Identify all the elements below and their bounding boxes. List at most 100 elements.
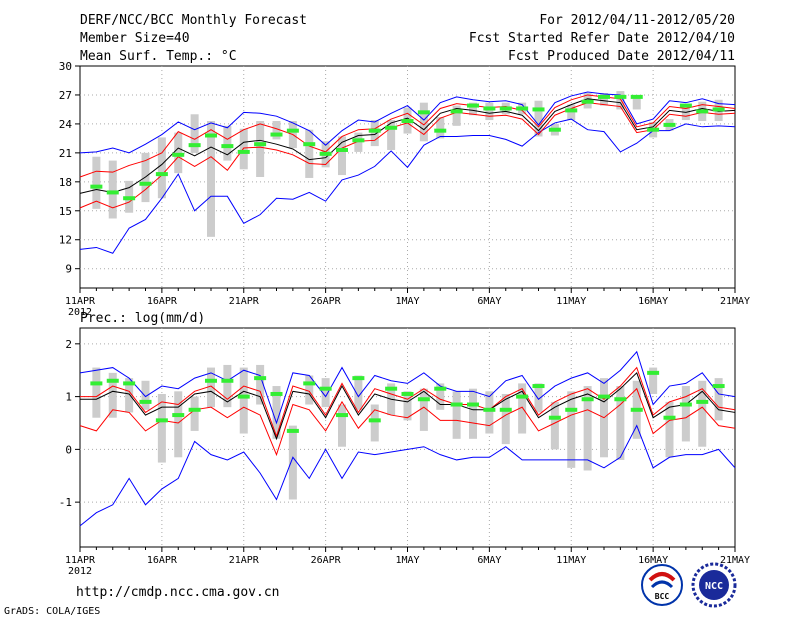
prec-median-marker (155, 418, 168, 423)
prec-ytick-label: -1 (59, 496, 72, 509)
prec-range-box (469, 388, 477, 439)
temp-median-marker (237, 149, 250, 154)
grads-credit: GrADS: COLA/IGES (4, 606, 100, 617)
temp-median-marker (205, 133, 217, 138)
temp-range-box (239, 128, 248, 170)
prec-median-marker (336, 413, 348, 418)
prec-median-marker (270, 391, 283, 396)
temp-median-marker (106, 190, 119, 195)
temp-median-marker (434, 128, 447, 133)
prec-median-marker (663, 415, 676, 420)
temp-median-marker (336, 147, 348, 152)
prec-median-marker (467, 402, 479, 407)
prec-median-marker (647, 370, 660, 375)
footer-url: http://cmdp.ncc.cma.gov.cn (76, 585, 280, 600)
prec-median-marker (499, 407, 512, 412)
prec-median-marker (565, 407, 578, 412)
prec-xtick-label: 16MAY (638, 555, 668, 566)
temp-upper-line (79, 94, 736, 178)
prec-median-marker (434, 386, 447, 391)
temp-median-marker (516, 106, 529, 111)
temp-ytick-label: 9 (65, 263, 72, 276)
temp-range-box (616, 91, 625, 110)
prec-range-box (649, 367, 658, 394)
prec-median-marker (679, 402, 692, 407)
prec-median-marker (188, 407, 201, 412)
temp-median-marker (417, 110, 430, 115)
prec-median-marker (368, 418, 381, 423)
temp-range-box (207, 121, 215, 237)
temp-xtick-label: 21MAY (720, 296, 750, 307)
prec-range-box (403, 391, 412, 421)
temp-median-marker (90, 184, 103, 189)
prec-range-box (272, 386, 281, 439)
prec-range-box (419, 388, 428, 431)
prec-range-box (305, 375, 314, 405)
temp-median-marker (401, 119, 414, 124)
temp-range-box (370, 120, 379, 147)
temp-ytick-label: 21 (59, 147, 72, 160)
prec-range-box (534, 383, 543, 413)
temp-median-marker (286, 128, 299, 133)
prec-median-marker (483, 407, 496, 412)
temp-median-marker (630, 94, 643, 99)
prec-ytick-label: 2 (65, 338, 72, 351)
prec-range-box (223, 364, 232, 408)
temp-median-marker (450, 109, 463, 114)
ncc-logo: NCC (691, 562, 737, 608)
temp-range-box (157, 137, 166, 199)
temp-median-marker (499, 106, 512, 111)
prec-xtick-label: 6MAY (477, 555, 501, 566)
prec-xtick-label: 11MAY (556, 555, 586, 566)
temp-median-marker (467, 103, 479, 108)
temp-xtick-label: 11APR (65, 296, 96, 307)
chart-title: DERF/NCC/BCC Monthly Forecast (80, 13, 307, 28)
temp-range-box (436, 117, 445, 139)
prec-range-box (92, 367, 101, 418)
prec-range-box (288, 425, 297, 500)
prec-range-box (501, 393, 510, 445)
prec-upper-line (80, 366, 736, 438)
prec-min-line (79, 424, 736, 527)
prec-range-box (207, 367, 215, 408)
temp-range-box (452, 105, 461, 126)
prec-range-box (550, 401, 559, 450)
prec-median-marker (139, 399, 152, 404)
temp-median-marker (123, 196, 136, 201)
prec-range-box (485, 391, 494, 434)
prec-range-box (583, 386, 592, 471)
prec-range-box (370, 404, 379, 442)
temp-range-box (92, 156, 101, 209)
prec-median-marker (417, 397, 430, 402)
temp-xtick-label: 1MAY (395, 296, 419, 307)
bcc-logo-text: BCC (655, 592, 670, 601)
temp-mean-line (79, 98, 736, 194)
prec-median-marker (254, 376, 267, 381)
temperature-panel: 9 12 15 18 21 24 27 30 11APR 16APR 21APR 26APR 1MAY 6… (59, 60, 750, 318)
variable-label: Mean Surf. Temp.: °C (80, 49, 237, 64)
temp-median-marker (368, 128, 381, 133)
forecast-produced-date: Fcst Produced Date 2012/04/11 (508, 49, 735, 64)
temp-range-box (190, 114, 199, 153)
temp-median-marker (581, 99, 594, 104)
precipitation-panel: -1 0 1 2 11APR 16APR 21APR 26APR 1MAY 6MAY 11MAY 16… (59, 327, 750, 577)
bcc-logo: BCC (641, 564, 683, 606)
prec-median-marker (614, 397, 627, 402)
prec-median-marker (237, 394, 250, 399)
prec-median-marker (450, 402, 463, 407)
prec-median-marker (712, 384, 725, 389)
prec-range-box (616, 386, 625, 460)
prec-ytick-label: 1 (65, 391, 72, 404)
temp-range-box (223, 125, 232, 161)
temp-year-label: 2012 (68, 307, 92, 318)
prec-range-box (157, 393, 166, 463)
temp-range-box (108, 160, 117, 219)
prec-range-box (108, 372, 117, 418)
temp-xtick-label: 26APR (311, 296, 342, 307)
prec-range-box (665, 401, 674, 458)
forecast-start-date: Fcst Started Refer Date 2012/04/10 (469, 31, 735, 46)
temp-median-marker (172, 152, 185, 157)
prec-median-marker (303, 381, 316, 386)
temp-median-marker (548, 127, 561, 132)
